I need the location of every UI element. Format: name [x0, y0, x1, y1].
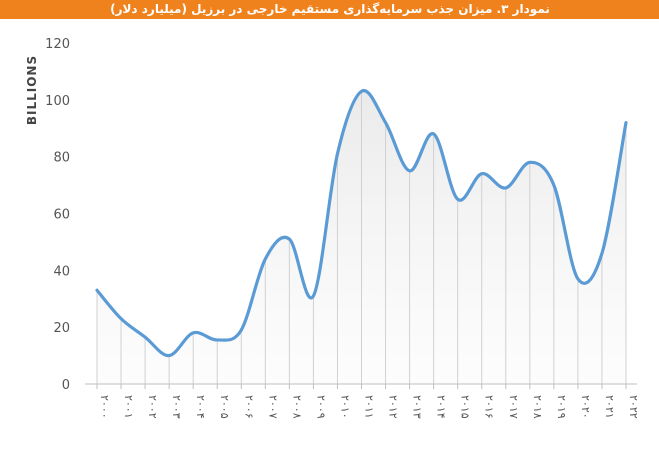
y-tick-label: 20: [53, 321, 70, 336]
x-tick-label: ۲۰۰۲: [146, 395, 159, 419]
x-tick-label: ۲۰۱۶: [483, 395, 496, 419]
y-tick-label: 40: [53, 264, 70, 279]
y-tick-label: 100: [45, 94, 70, 109]
x-tick-label: ۲۰۱۷: [507, 395, 520, 419]
x-tick-label: ۲۰۰۴: [194, 395, 207, 419]
x-tick-label: ۲۰۰۱: [122, 395, 135, 419]
y-tick-label: 120: [45, 37, 70, 52]
x-tick-label: ۲۰۱۸: [531, 395, 544, 419]
x-tick-label: ۲۰۲۰: [579, 395, 592, 419]
x-tick-label: ۲۰۰۸: [290, 395, 303, 419]
x-tick-label: ۲۰۰۹: [314, 395, 327, 419]
x-tick-label: ۲۰۰۰: [98, 395, 111, 419]
x-tick-label: ۲۰۱۹: [555, 395, 568, 419]
x-tick-label: ۲۰۱۱: [363, 395, 376, 419]
x-tick-label: ۲۰۱۰: [338, 395, 351, 419]
title-bar: [0, 0, 659, 19]
line: [95, 89, 628, 358]
x-tick-label: ۲۰۱۴: [435, 395, 448, 419]
y-tick-label: 0: [62, 378, 70, 393]
x-tick-label: ۲۰۱۳: [411, 395, 424, 419]
x-tick-label: ۲۰۱۲: [387, 395, 400, 419]
chart-title: نمودار ۳. میزان جذب سرمایه‌گذاری مستقیم …: [110, 2, 550, 17]
x-tick-label: ۲۰۲۲: [627, 395, 640, 419]
y-axis-label: BILLIONS: [25, 55, 39, 125]
x-tick-label: ۲۰۱۵: [459, 395, 472, 419]
y-tick-label: 80: [53, 151, 70, 166]
x-tick-label: ۲۰۰۷: [266, 395, 279, 419]
x-tick-label: ۲۰۰۳: [170, 395, 183, 419]
x-tick-label: ۲۰۰۵: [218, 395, 231, 419]
x-tick-label: ۲۰۲۱: [603, 395, 616, 419]
x-tick-label: ۲۰۰۶: [242, 395, 255, 419]
y-tick-label: 60: [53, 208, 70, 223]
